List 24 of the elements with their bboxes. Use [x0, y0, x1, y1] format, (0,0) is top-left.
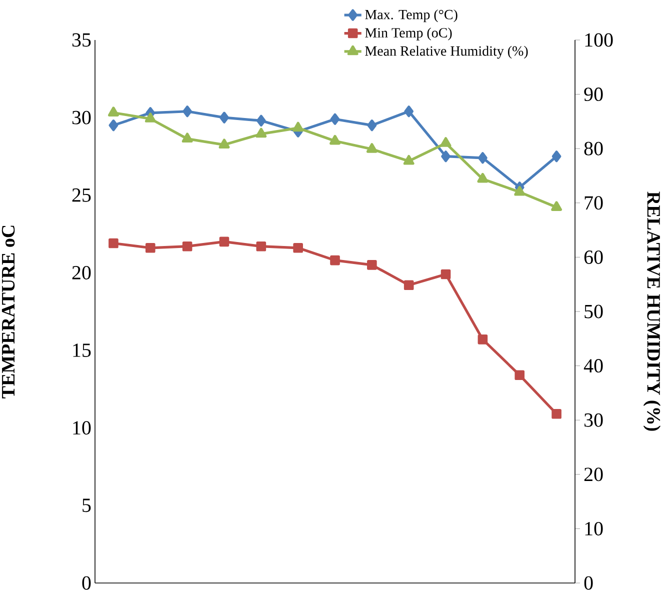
legend-label: Max. Temp (°C): [365, 9, 458, 22]
y2-tick-label: 80: [584, 142, 603, 156]
y2-tick-label: 70: [584, 196, 603, 210]
y2-tick-label: 40: [584, 359, 603, 373]
y2-axis-title: RELATIVE HUMIDITY (%): [643, 192, 661, 431]
y2-tick-label: 60: [584, 250, 603, 264]
y2-tick-label: 0: [584, 576, 593, 590]
y2-tick-label: 10: [585, 522, 603, 536]
y-tick-label: 5: [82, 498, 91, 512]
y2-tick-label: 100: [585, 33, 613, 47]
y2-tick-label: 30: [584, 413, 603, 427]
y-tick-label: 0: [82, 576, 91, 590]
y-tick-label: 35: [72, 33, 91, 47]
y-tick-label: 25: [72, 188, 91, 202]
y2-tick-label: 90: [584, 88, 603, 102]
y2-tick-label: 50: [584, 304, 603, 318]
y2-tick-label: 20: [584, 468, 603, 482]
y-tick-label: 15: [73, 344, 91, 357]
y-tick-label: 20: [72, 266, 91, 280]
y-axis-title: TEMPERATURE oC: [2, 226, 15, 398]
legend-label: Min Temp (oC): [365, 28, 452, 40]
legend-label: Mean Relative Humidity (%): [365, 46, 528, 59]
y-tick-label: 10: [73, 421, 91, 435]
y-tick-label: 30: [72, 110, 91, 124]
